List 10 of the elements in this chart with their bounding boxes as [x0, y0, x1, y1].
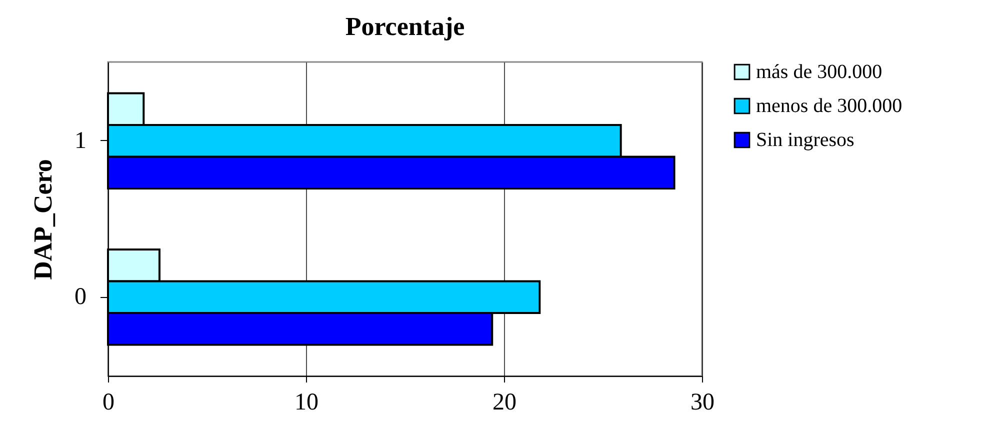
y-tick-label: 1 — [74, 128, 86, 154]
legend-label: Sin ingresos — [756, 129, 855, 151]
legend-label: menos de 300.000 — [756, 95, 902, 117]
x-tick-label: 30 — [690, 390, 714, 416]
x-tick-label: 10 — [294, 390, 318, 416]
x-tick-label: 0 — [102, 390, 114, 416]
chart-title: Porcentaje — [345, 12, 465, 41]
x-tick-label: 20 — [492, 390, 516, 416]
y-axis-title: DAP_Cero — [28, 159, 58, 280]
legend-label: más de 300.000 — [756, 61, 882, 83]
